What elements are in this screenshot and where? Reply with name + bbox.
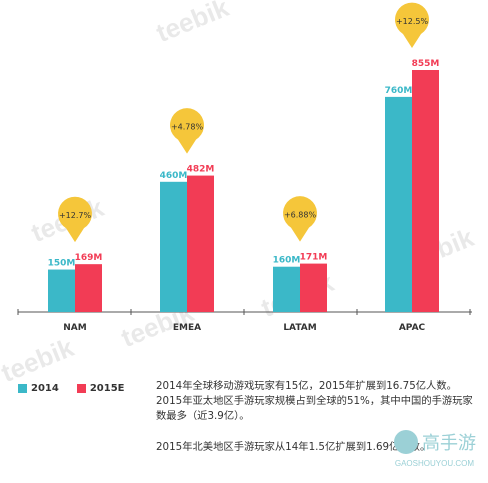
- bar-2015e-apac: [412, 70, 439, 312]
- bar-2014-apac: [385, 96, 412, 312]
- logo-text: 高手游: [422, 433, 476, 454]
- legend-item-2014: 2014: [18, 383, 59, 394]
- data-label: 160M: [273, 256, 301, 266]
- legend-item-2015e: 2015E: [76, 383, 125, 394]
- bar-2014-latam: [273, 266, 300, 312]
- data-label: 171M: [300, 253, 328, 263]
- site-logo: 高手游: [394, 429, 476, 455]
- legend-label-2015e: 2015E: [89, 383, 125, 394]
- note-paragraph-2: 2015年北美地区手游玩家从14年1.5亿扩展到1.69亿人数。: [156, 441, 431, 453]
- data-label: 855M: [412, 59, 440, 69]
- x-tick-label: LATAM: [283, 323, 316, 333]
- growth-label: +6.88%: [284, 211, 317, 220]
- growth-label: +12.7%: [59, 211, 92, 220]
- growth-pin-icon: [395, 2, 429, 49]
- x-tick-label: NAM: [63, 323, 86, 333]
- logo-subtext: GAOSHOUYOU.COM: [394, 459, 474, 468]
- data-label: 169M: [75, 253, 103, 263]
- logo-icon: [394, 430, 418, 454]
- legend-swatch-2015e: [76, 384, 86, 393]
- x-tick-label: APAC: [399, 323, 426, 333]
- legend-label-2014: 2014: [31, 383, 59, 394]
- bar-2014-nam: [48, 269, 75, 312]
- x-tick-label: EMEA: [173, 323, 201, 333]
- growth-pin-icon: [58, 196, 92, 243]
- growth-label: +12.5%: [396, 17, 429, 26]
- growth-label: +4.78%: [171, 123, 204, 132]
- legend: 2014 2015E: [18, 383, 137, 394]
- data-label: 760M: [385, 86, 413, 96]
- data-label: 460M: [160, 171, 188, 181]
- bar-2015e-nam: [75, 264, 102, 312]
- bar-2015e-emea: [187, 175, 214, 312]
- growth-pin-icon: [282, 196, 317, 242]
- legend-swatch-2014: [18, 384, 27, 393]
- growth-pin-icon: [170, 108, 204, 154]
- data-label: 482M: [187, 165, 215, 175]
- note-paragraph-1: 2014年全球移动游戏玩家有15亿，2015年扩展到16.75亿人数。2015年…: [156, 380, 473, 422]
- data-label: 150M: [48, 259, 76, 269]
- bar-2015e-latam: [300, 263, 327, 312]
- bar-2014-emea: [160, 181, 187, 312]
